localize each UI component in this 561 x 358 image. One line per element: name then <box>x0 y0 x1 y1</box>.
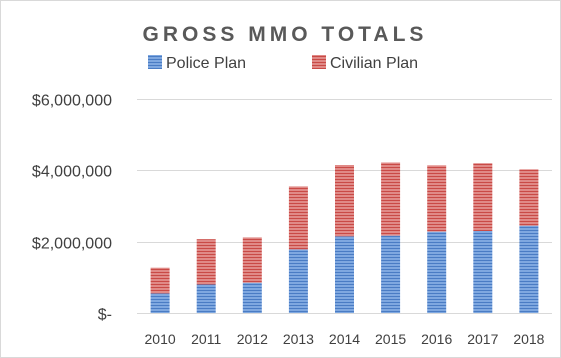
y-tick-label: $2,000,000 <box>32 236 112 253</box>
x-tick-label: 2012 <box>237 331 268 347</box>
x-tick-label: 2018 <box>513 331 544 347</box>
bar-civilian-plan-2011 <box>196 239 216 285</box>
bar-civilian-plan-2015 <box>381 162 401 236</box>
bar-police-plan-2015 <box>381 235 401 313</box>
bar-police-plan-2013 <box>288 249 308 313</box>
bar-civilian-plan-2014 <box>335 165 354 237</box>
legend: Police Plan Civilian Plan <box>148 55 418 72</box>
bar-police-plan-2011 <box>196 284 216 313</box>
x-tick-label: 2013 <box>283 331 314 347</box>
legend-swatch <box>148 55 162 69</box>
y-axis: $- $2,000,000 $4,000,000 $6,000,000 <box>32 93 112 324</box>
x-tick-label: 2015 <box>375 331 406 347</box>
bar-police-plan-2012 <box>242 282 262 313</box>
legend-swatch <box>312 55 326 69</box>
bar-police-plan-2014 <box>335 236 354 313</box>
legend-label: Police Plan <box>166 55 246 72</box>
bar-police-plan-2016 <box>427 231 447 313</box>
bar-civilian-plan-2012 <box>242 237 262 283</box>
bar-civilian-plan-2018 <box>519 169 539 226</box>
x-tick-label: 2011 <box>191 331 221 347</box>
x-tick-label: 2010 <box>145 331 176 347</box>
y-tick-label: $6,000,000 <box>32 93 112 110</box>
bar-police-plan-2010 <box>150 293 170 313</box>
bar-police-plan-2017 <box>473 231 493 313</box>
x-tick-label: 2017 <box>467 331 498 347</box>
bars <box>150 162 539 313</box>
legend-label: Civilian Plan <box>330 55 418 72</box>
chart-title: GROSS MMO TOTALS <box>143 23 428 46</box>
bar-civilian-plan-2017 <box>473 163 493 231</box>
x-tick-label: 2014 <box>329 331 360 347</box>
bar-civilian-plan-2010 <box>150 267 170 294</box>
y-tick-label: $4,000,000 <box>32 164 112 181</box>
x-axis: 2010 2011 2012 2013 2014 2015 2016 2017 2018 <box>145 331 545 347</box>
bar-civilian-plan-2016 <box>427 165 447 232</box>
x-tick-label: 2016 <box>421 331 452 347</box>
bar-civilian-plan-2013 <box>288 186 308 250</box>
y-tick-label: $- <box>98 307 112 324</box>
bar-police-plan-2018 <box>519 225 539 313</box>
